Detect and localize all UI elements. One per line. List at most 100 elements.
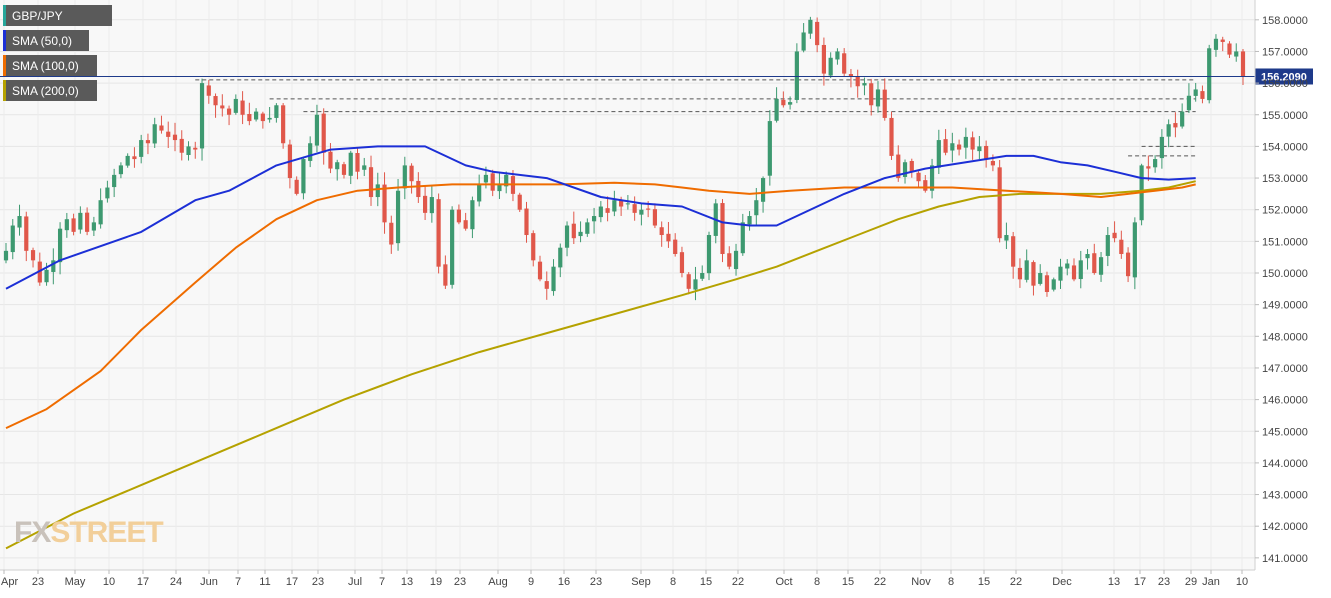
candle-body: [882, 89, 887, 118]
y-tick-label: 151.0000: [1262, 236, 1308, 248]
candle: [382, 172, 387, 234]
x-tick-label: Dec: [1052, 576, 1072, 588]
x-tick-label: Nov: [911, 576, 931, 588]
candle: [389, 215, 394, 254]
x-tick-label: 7: [235, 576, 241, 588]
candle-body: [1065, 263, 1070, 269]
candle-body: [132, 156, 137, 160]
grid: [0, 0, 1255, 570]
legend-item-sma100[interactable]: SMA (100,0): [3, 55, 97, 76]
candle-body: [686, 274, 691, 289]
x-tick-label: Sep: [631, 576, 651, 588]
legend-item-sma200[interactable]: SMA (200,0): [3, 80, 97, 101]
candle-body: [456, 209, 461, 223]
legend-swatch: [3, 30, 6, 51]
candle-body: [875, 89, 881, 107]
candle-body: [1098, 257, 1104, 275]
candle-body: [760, 178, 766, 202]
candle-body: [551, 266, 556, 292]
legend-item-gbpjpy[interactable]: GBP/JPY: [3, 5, 112, 26]
candle-body: [321, 113, 326, 153]
candle-body: [673, 239, 678, 255]
candle: [1065, 259, 1070, 276]
candle: [17, 204, 22, 236]
candle: [1024, 249, 1029, 283]
candle-body: [226, 108, 232, 115]
candle: [997, 159, 1002, 243]
candle-body: [700, 273, 705, 279]
candle: [30, 247, 36, 268]
candle-body: [1159, 136, 1164, 159]
candle: [1166, 119, 1171, 148]
candle: [240, 91, 245, 125]
candle-body: [767, 121, 772, 176]
candle-body: [98, 200, 103, 225]
candle: [727, 246, 732, 270]
candle-body: [254, 111, 259, 120]
x-tick-label: 23: [1158, 576, 1170, 588]
candle-body: [524, 208, 529, 236]
x-tick-label: 23: [32, 576, 44, 588]
candle: [815, 17, 820, 53]
candle: [294, 176, 299, 196]
candle-body: [1220, 39, 1225, 42]
candle: [504, 171, 509, 194]
candle-body: [429, 197, 434, 214]
candle: [591, 207, 597, 234]
legend: GBP/JPY SMA (50,0) SMA (100,0) SMA (200,…: [3, 5, 112, 105]
legend-item-sma50[interactable]: SMA (50,0): [3, 30, 89, 51]
candle-body: [889, 117, 894, 156]
candle: [1200, 85, 1205, 104]
candle: [558, 243, 563, 278]
candle: [3, 243, 9, 264]
x-tick-label: 19: [430, 576, 442, 588]
y-axis: 158.0000 157.0000 156.0000 155.0000 154.0000…: [0, 0, 1308, 571]
candle-body: [389, 222, 394, 245]
candle: [1031, 260, 1036, 296]
candle-body: [564, 225, 570, 248]
candle-body: [139, 140, 144, 157]
candle: [1085, 249, 1090, 270]
candle: [909, 158, 914, 178]
candle-body: [544, 281, 549, 289]
candle-body: [997, 167, 1002, 239]
candle: [639, 203, 644, 226]
candle-body: [91, 222, 96, 231]
candle: [105, 180, 110, 203]
candle: [1132, 217, 1137, 290]
x-tick-label: 17: [1134, 576, 1146, 588]
legend-label: SMA (50,0): [12, 33, 73, 48]
candle-body: [355, 153, 360, 172]
candle: [1213, 34, 1219, 57]
candle-body: [828, 57, 833, 76]
candle-body: [402, 165, 407, 189]
candle: [855, 69, 860, 98]
candle: [463, 212, 468, 231]
x-tick-label: 23: [590, 576, 602, 588]
candle: [355, 147, 360, 180]
candle: [429, 185, 434, 223]
candle: [1092, 243, 1097, 275]
candle-body: [984, 145, 989, 160]
x-tick-label: 17: [286, 576, 298, 588]
x-tick-label: 23: [454, 576, 466, 588]
candle-body: [639, 209, 644, 215]
candle: [524, 201, 529, 243]
candle-body: [179, 138, 184, 153]
y-tick-label: 154.0000: [1262, 141, 1308, 153]
candle-body: [78, 212, 83, 230]
candle-body: [247, 113, 252, 122]
x-tick-label: 29: [1185, 576, 1197, 588]
candle-body: [85, 212, 90, 232]
candle-body: [368, 167, 374, 198]
candle-body: [1227, 43, 1232, 55]
candle: [497, 172, 502, 199]
candle-body: [571, 223, 576, 239]
x-tick-label: 17: [137, 576, 149, 588]
candle-body: [10, 225, 15, 253]
candle: [362, 157, 367, 177]
candle: [673, 233, 678, 257]
candle: [1004, 222, 1009, 250]
x-tick-label: Apr: [1, 576, 18, 588]
candle: [98, 188, 103, 229]
